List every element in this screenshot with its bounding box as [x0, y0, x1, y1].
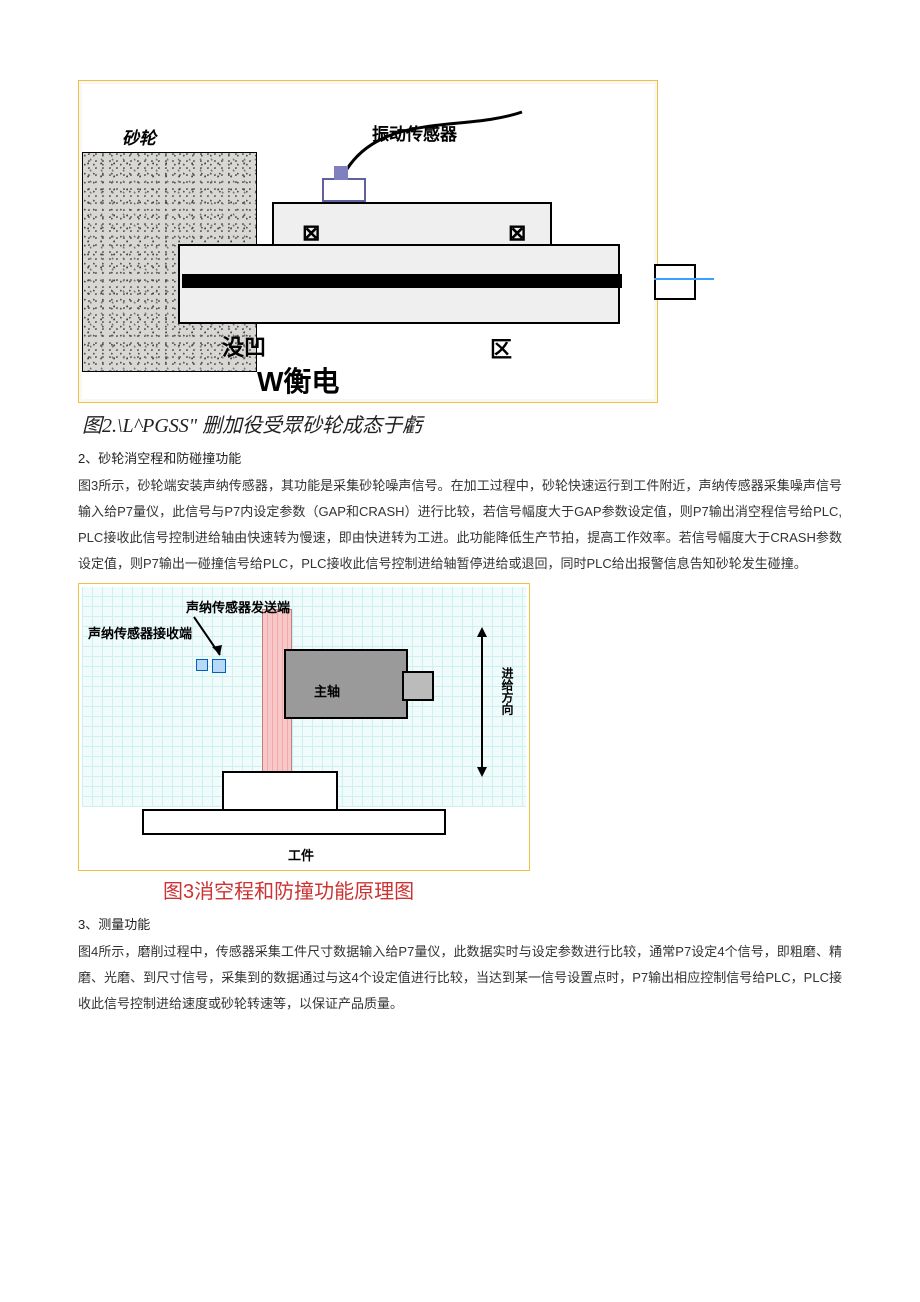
bearing-mark-right: ⊠: [508, 220, 526, 246]
figure-3-diagram: 声纳传感器发送端 声纳传感器接收端 主轴 工件 进给方向: [82, 587, 526, 867]
workpiece-base: [142, 809, 446, 835]
label-sonar-recv: 声纳传感器接收端: [88, 623, 192, 642]
figure-3-frame: 声纳传感器发送端 声纳传感器接收端 主轴 工件 进给方向: [78, 583, 530, 871]
bearing-mark-left: ⊠: [302, 220, 320, 246]
feed-direction-arrow-icon: [476, 627, 488, 777]
vibration-sensor-tip: [334, 166, 348, 180]
label-sonar-send: 声纳传感器发送端: [186, 597, 290, 616]
label-workpiece: 工件: [288, 845, 314, 864]
shaft-end-block: [654, 264, 696, 300]
figure-3-caption: 图3消空程和防撞功能原理图: [163, 875, 842, 904]
label-feed-dir: 进给方向: [499, 667, 516, 715]
label-zone: 区: [490, 332, 512, 364]
label-spindle: 主轴: [314, 681, 340, 700]
sonar-rx-icon: [196, 659, 208, 671]
shaft: [182, 274, 622, 288]
vibration-sensor-body: [322, 178, 366, 202]
label-balance: W衡电: [257, 360, 339, 400]
section-3-body: 图4所示，磨削过程中，传感器采集工件尺寸数据输入给P7量仪，此数据实时与设定参数…: [78, 939, 842, 1017]
section-2-header: 2、砂轮消空程和防碰撞功能: [78, 448, 842, 467]
figure-2-diagram: 砂轮 振动传感器 ⊠ ⊠ 没凹 区 W衡电: [82, 84, 654, 399]
label-no-concave: 没凹: [222, 330, 266, 362]
label-vibration-sensor: 振动传感器: [372, 120, 457, 145]
sonar-tx-icon: [212, 659, 226, 673]
section-2-body: 图3所示，砂轮端安装声纳传感器，其功能是采集砂轮噪声信号。在加工过程中，砂轮快速…: [78, 473, 842, 577]
spindle-block: [284, 649, 408, 719]
section-3-header: 3、测量功能: [78, 914, 842, 933]
label-grindwheel: 砂轮: [122, 124, 156, 149]
figure-2-caption: 图2.\L^PGSS" 删加役受眾砂轮成态于虧: [82, 409, 842, 438]
lead-wire: [654, 278, 714, 280]
page-content: 砂轮 振动传感器 ⊠ ⊠ 没凹 区 W衡电 图2.\L^PGSS" 删加役受眾砂…: [0, 0, 920, 1017]
figure-2-frame: 砂轮 振动传感器 ⊠ ⊠ 没凹 区 W衡电: [78, 80, 658, 403]
pointer-arrow-icon: [192, 615, 226, 659]
